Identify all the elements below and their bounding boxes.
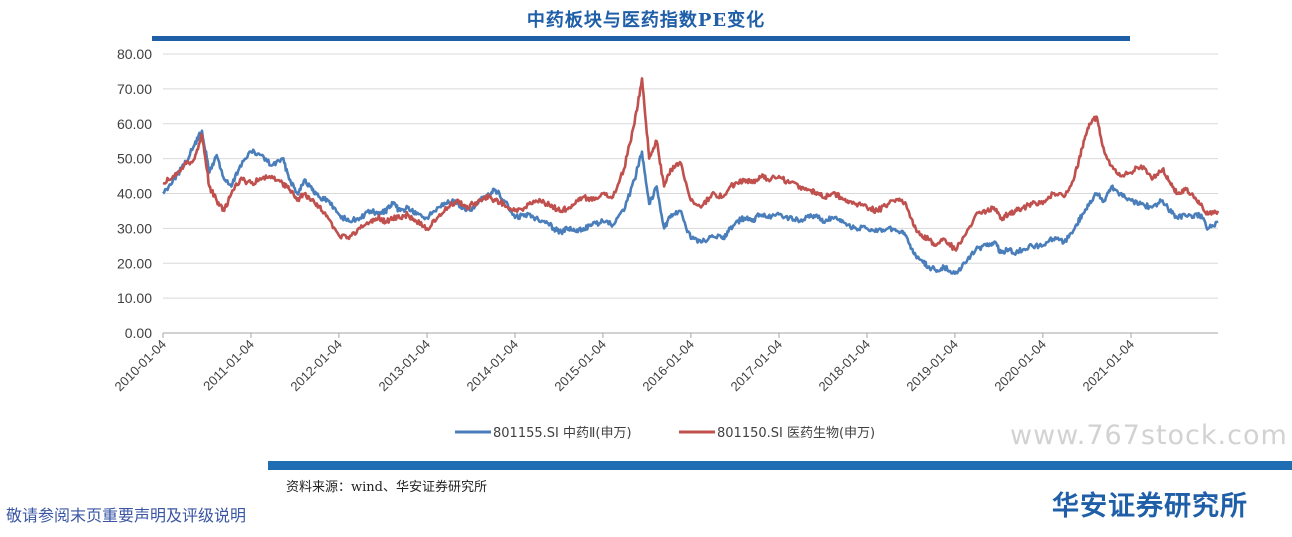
watermark: www.767stock.com (1010, 420, 1288, 451)
title-underline (152, 36, 1130, 41)
y-tick-label: 80.00 (117, 46, 152, 62)
bottom-rule (268, 461, 1292, 470)
y-tick-label: 40.00 (117, 186, 152, 202)
y-tick-label: 70.00 (117, 81, 152, 97)
legend-label-1: 801155.SI 中药Ⅱ(申万) (493, 426, 632, 441)
y-tick-label: 10.00 (117, 290, 152, 306)
x-tick-label: 2018-01-04 (815, 337, 873, 395)
legend: 801155.SI 中药Ⅱ(申万) 801150.SI 医药生物(申万) (455, 426, 875, 441)
x-tick-label: 2014-01-04 (463, 337, 521, 395)
source-note: 资料来源：wind、华安证券研究所 (286, 480, 487, 495)
series-line-2 (162, 77, 1220, 252)
series-lines (162, 77, 1220, 275)
y-tick-label: 50.00 (117, 151, 152, 167)
line-chart: 0.00 10.00 20.00 30.00 40.00 50.00 60.00 70.00 8… (111, 46, 1220, 441)
x-tick-label: 2015-01-04 (551, 337, 609, 395)
y-tick-label: 60.00 (117, 116, 152, 132)
x-tick-label: 2019-01-04 (903, 337, 961, 395)
x-tick-label: 2020-01-04 (991, 337, 1049, 395)
y-axis-ticks: 0.00 10.00 20.00 30.00 40.00 50.00 60.00 70.00 8… (117, 46, 152, 341)
series-line-1 (162, 129, 1219, 275)
x-tick-label: 2017-01-04 (728, 337, 786, 395)
x-tick-label: 2021-01-04 (1080, 337, 1138, 395)
chart-title: 中药板块与医药指数PE变化 (526, 10, 766, 31)
y-tick-label: 0.00 (125, 325, 152, 341)
legend-label-2: 801150.SI 医药生物(申万) (717, 426, 875, 441)
y-tick-label: 30.00 (117, 220, 152, 236)
disclaimer-note: 敬请参阅末页重要声明及评级说明 (6, 506, 247, 525)
x-tick-label: 2013-01-04 (376, 337, 434, 395)
x-tick-label: 2010-01-04 (111, 337, 169, 395)
brand-name: 华安证券研究所 (1052, 491, 1248, 522)
x-axis-ticks: 2010-01-04 2011-01-04 2012-01-04 2013-01-04… (111, 333, 1137, 394)
x-tick-label: 2016-01-04 (639, 337, 697, 395)
x-tick-label: 2012-01-04 (287, 337, 345, 395)
y-tick-label: 20.00 (117, 255, 152, 271)
x-tick-label: 2011-01-04 (200, 337, 257, 394)
